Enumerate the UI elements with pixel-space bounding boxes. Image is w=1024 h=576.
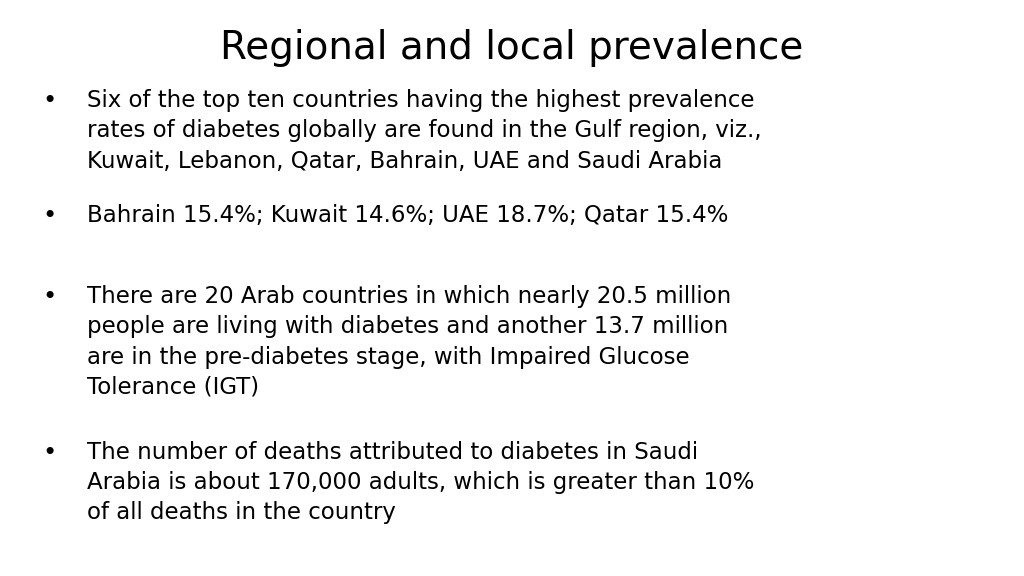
Text: •: • bbox=[42, 89, 56, 113]
Text: Bahrain 15.4%; Kuwait 14.6%; UAE 18.7%; Qatar 15.4%: Bahrain 15.4%; Kuwait 14.6%; UAE 18.7%; … bbox=[87, 204, 728, 228]
Text: The number of deaths attributed to diabetes in Saudi
Arabia is about 170,000 adu: The number of deaths attributed to diabe… bbox=[87, 441, 755, 524]
Text: Regional and local prevalence: Regional and local prevalence bbox=[220, 29, 804, 67]
Text: •: • bbox=[42, 285, 56, 309]
Text: Six of the top ten countries having the highest prevalence
rates of diabetes glo: Six of the top ten countries having the … bbox=[87, 89, 762, 173]
Text: There are 20 Arab countries in which nearly 20.5 million
people are living with : There are 20 Arab countries in which nea… bbox=[87, 285, 731, 399]
Text: •: • bbox=[42, 204, 56, 229]
Text: •: • bbox=[42, 441, 56, 465]
